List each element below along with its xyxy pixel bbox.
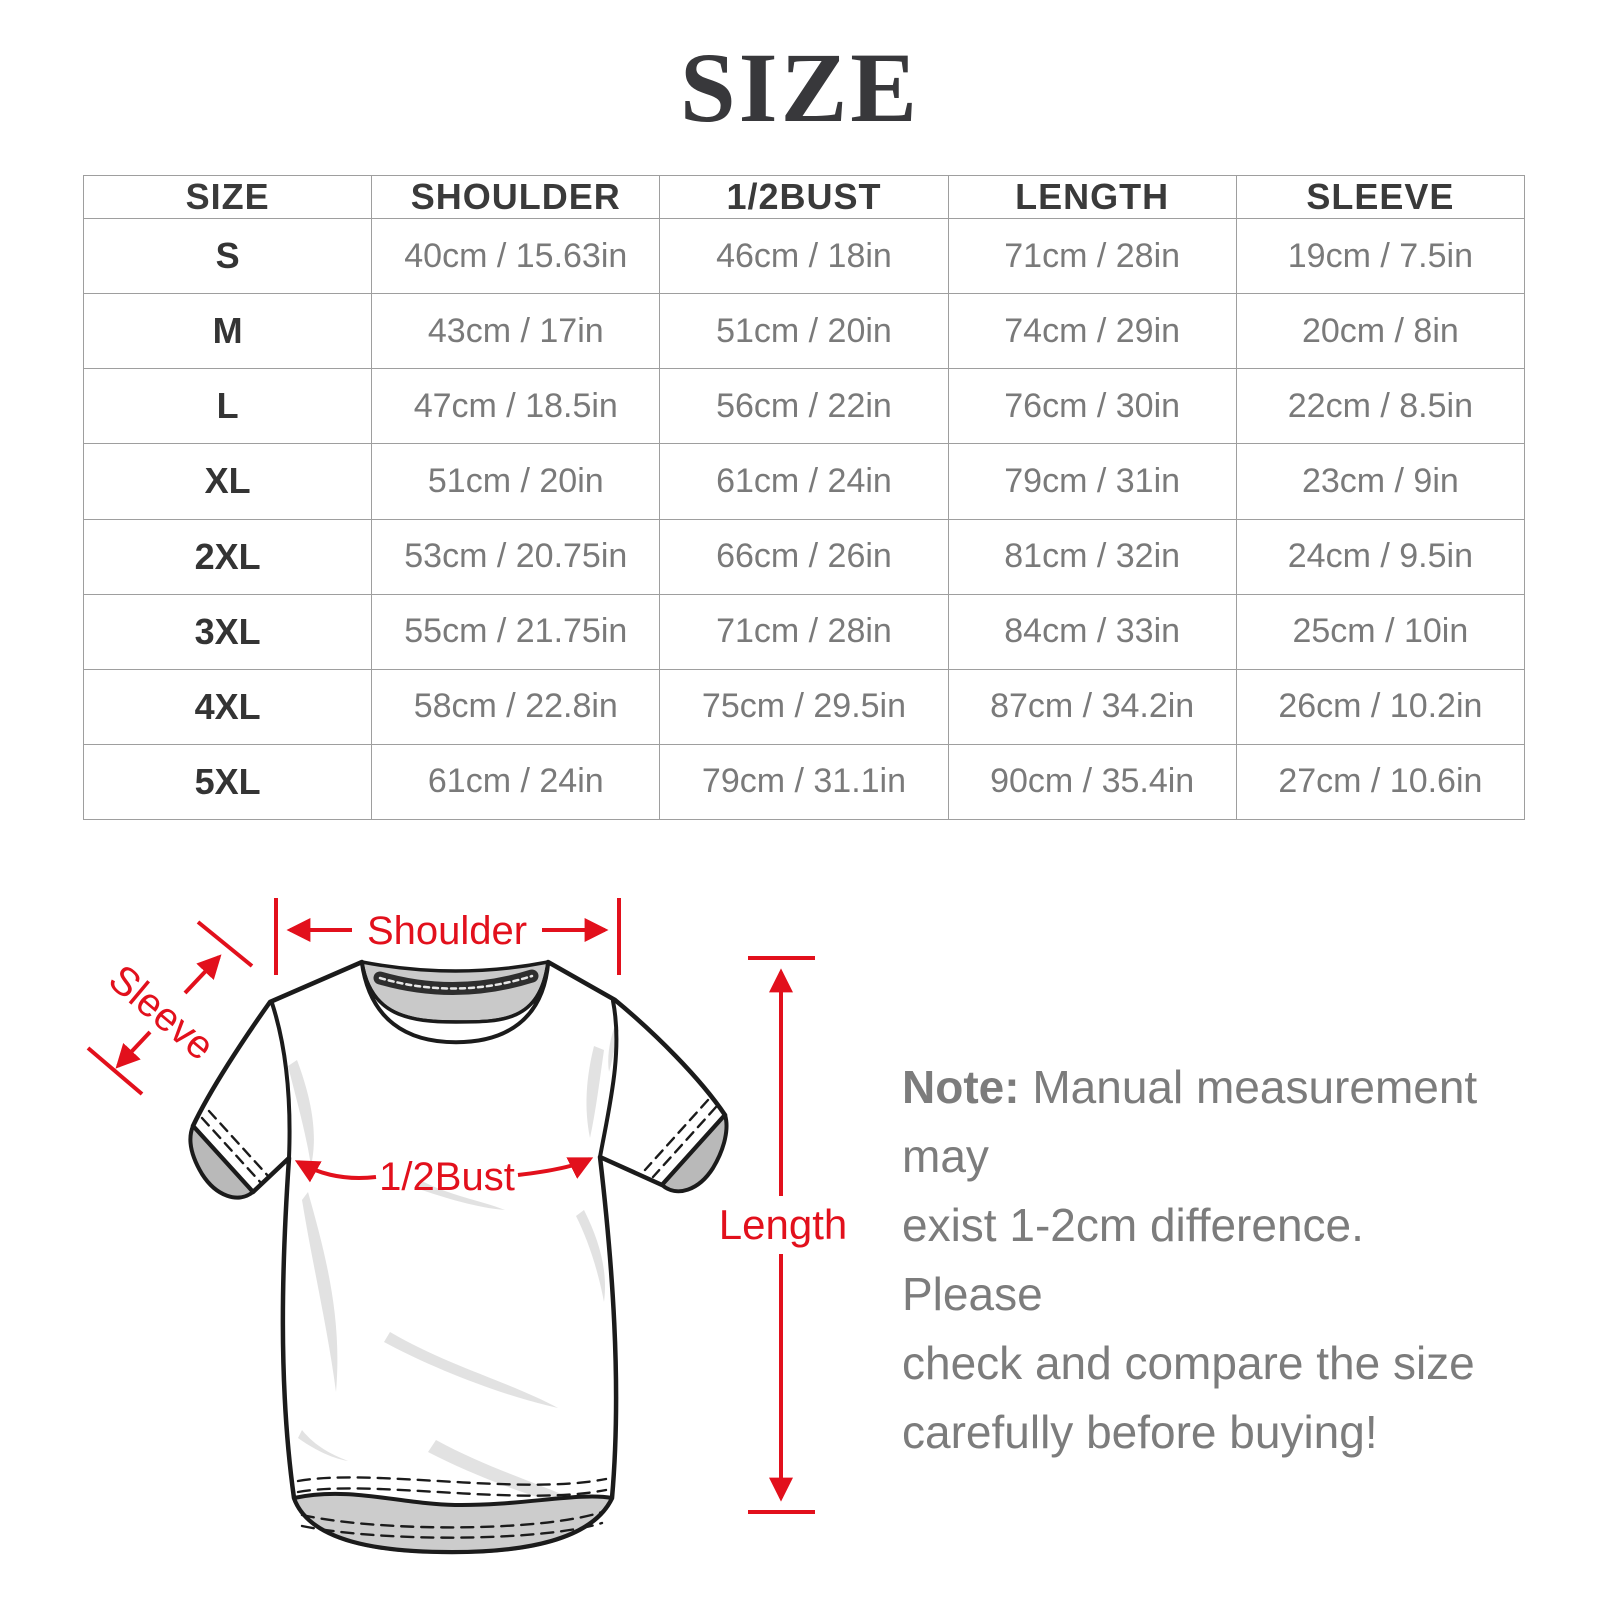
measurement-cell: 90cm / 35.4in: [947, 743, 1237, 821]
note-line: carefully before buying!: [902, 1406, 1378, 1458]
table-row: 3XL 55cm / 21.75in 71cm / 28in 84cm / 33in 2…: [82, 593, 1526, 670]
size-cell: XL: [82, 443, 373, 520]
collar-rib-band: [360, 960, 550, 1044]
hem-stitches: [296, 1476, 608, 1539]
measurement-cell: 43cm / 17in: [371, 293, 661, 370]
measurement-cell: 51cm / 20in: [659, 293, 949, 370]
measurement-cell: 27cm / 10.6in: [1235, 743, 1526, 821]
size-cell: M: [82, 293, 373, 370]
measurement-cell: 22cm / 8.5in: [1235, 368, 1526, 445]
measurement-cell: 55cm / 21.75in: [371, 593, 661, 670]
armhole-seam-right: [598, 999, 619, 1159]
measurement-cell: 19cm / 7.5in: [1235, 217, 1526, 295]
measurement-cell: 23cm / 9in: [1235, 443, 1526, 520]
measurement-cell: 81cm / 32in: [947, 518, 1237, 595]
bust-arrow-left: [294, 1160, 377, 1183]
measurement-cell: 20cm / 8in: [1235, 293, 1526, 370]
bust-dimension-label: 1/2Bust: [379, 1155, 515, 1199]
measurement-cell: 74cm / 29in: [947, 293, 1237, 370]
bust-arrow-right: [517, 1157, 594, 1179]
note-line: exist 1-2cm difference. Please: [902, 1199, 1364, 1320]
cuff-inner-right: [660, 1113, 729, 1194]
size-cell: S: [82, 217, 373, 295]
measurement-cell: 56cm / 22in: [659, 368, 949, 445]
column-header-sleeve: SLEEVE: [1235, 175, 1526, 219]
cuff-stitches: [200, 1098, 718, 1186]
table-row: 2XL 53cm / 20.75in 66cm / 26in 81cm / 32in 2…: [82, 518, 1526, 595]
size-chart-body: S 40cm / 15.63in 46cm / 18in 71cm / 28in 19c…: [82, 217, 1526, 821]
measurement-cell: 26cm / 10.2in: [1235, 668, 1526, 745]
shoulder-dimension-label: Shoulder: [367, 909, 527, 953]
tshirt-drawing: [188, 959, 729, 1555]
dimension-annotations: [86, 898, 815, 1514]
collar-tape-stitch: [378, 974, 534, 990]
page-title: SIZE: [680, 32, 920, 143]
length-dimension-label: Length: [719, 1201, 847, 1248]
measurement-cell: 25cm / 10in: [1235, 593, 1526, 670]
sleeve-tick-lower: [86, 1046, 144, 1096]
measurement-cell: 79cm / 31.1in: [659, 743, 949, 821]
note-line: check and compare the size: [902, 1337, 1475, 1389]
measurement-cell: 71cm / 28in: [659, 593, 949, 670]
measurement-cell: 61cm / 24in: [371, 743, 661, 821]
column-header-length: LENGTH: [947, 175, 1237, 219]
size-cell: 3XL: [82, 593, 373, 670]
size-chart-header: SIZE SHOULDER 1/2BUST LENGTH SLEEVE: [82, 175, 1526, 219]
header-row: SIZE SHOULDER 1/2BUST LENGTH SLEEVE: [82, 175, 1526, 219]
measurement-cell: 53cm / 20.75in: [371, 518, 661, 595]
table-row: M 43cm / 17in 51cm / 20in 74cm / 29in 20cm /…: [82, 293, 1526, 370]
measurement-cell: 76cm / 30in: [947, 368, 1237, 445]
size-chart-table: SIZE SHOULDER 1/2BUST LENGTH SLEEVE S 40cm / …: [82, 175, 1526, 821]
sleeve-arrow-lower: [115, 1030, 152, 1069]
note-line: Note: Manual measurement may: [902, 1061, 1478, 1182]
table-row: XL 51cm / 20in 61cm / 24in 79cm / 31in 23cm …: [82, 443, 1526, 520]
armhole-seam-left: [270, 1001, 292, 1160]
size-cell: 5XL: [82, 743, 373, 821]
note-label: Note:: [902, 1061, 1020, 1113]
measurement-cell: 46cm / 18in: [659, 217, 949, 295]
wrinkle-shading: [288, 1028, 619, 1512]
table-row: S 40cm / 15.63in 46cm / 18in 71cm / 28in 19c…: [82, 217, 1526, 295]
measurement-cell: 61cm / 24in: [659, 443, 949, 520]
table-row: 4XL 58cm / 22.8in 75cm / 29.5in 87cm / 34.2…: [82, 668, 1526, 745]
measurement-cell: 51cm / 20in: [371, 443, 661, 520]
measurement-cell: 40cm / 15.63in: [371, 217, 661, 295]
table-row: L 47cm / 18.5in 56cm / 22in 76cm / 30in 22cm…: [82, 368, 1526, 445]
measurement-cell: 66cm / 26in: [659, 518, 949, 595]
size-cell: 4XL: [82, 668, 373, 745]
sleeve-tick-upper: [196, 920, 254, 968]
table-row: 5XL 61cm / 24in 79cm / 31.1in 90cm / 35.4in…: [82, 743, 1526, 821]
measurement-cell: 71cm / 28in: [947, 217, 1237, 295]
cuff-inner-left: [188, 1124, 255, 1200]
column-header-1-2bust: 1/2BUST: [659, 175, 949, 219]
hem-band: [292, 1491, 614, 1554]
size-cell: L: [82, 368, 373, 445]
measurement-cell: 58cm / 22.8in: [371, 668, 661, 745]
sleeve-arrow-upper: [183, 954, 222, 995]
measurement-cell: 84cm / 33in: [947, 593, 1237, 670]
measurement-note: Note: Manual measurement may exist 1-2cm…: [902, 1053, 1502, 1467]
column-header-size: SIZE: [82, 175, 373, 219]
measurement-cell: 24cm / 9.5in: [1235, 518, 1526, 595]
measurement-cell: 75cm / 29.5in: [659, 668, 949, 745]
